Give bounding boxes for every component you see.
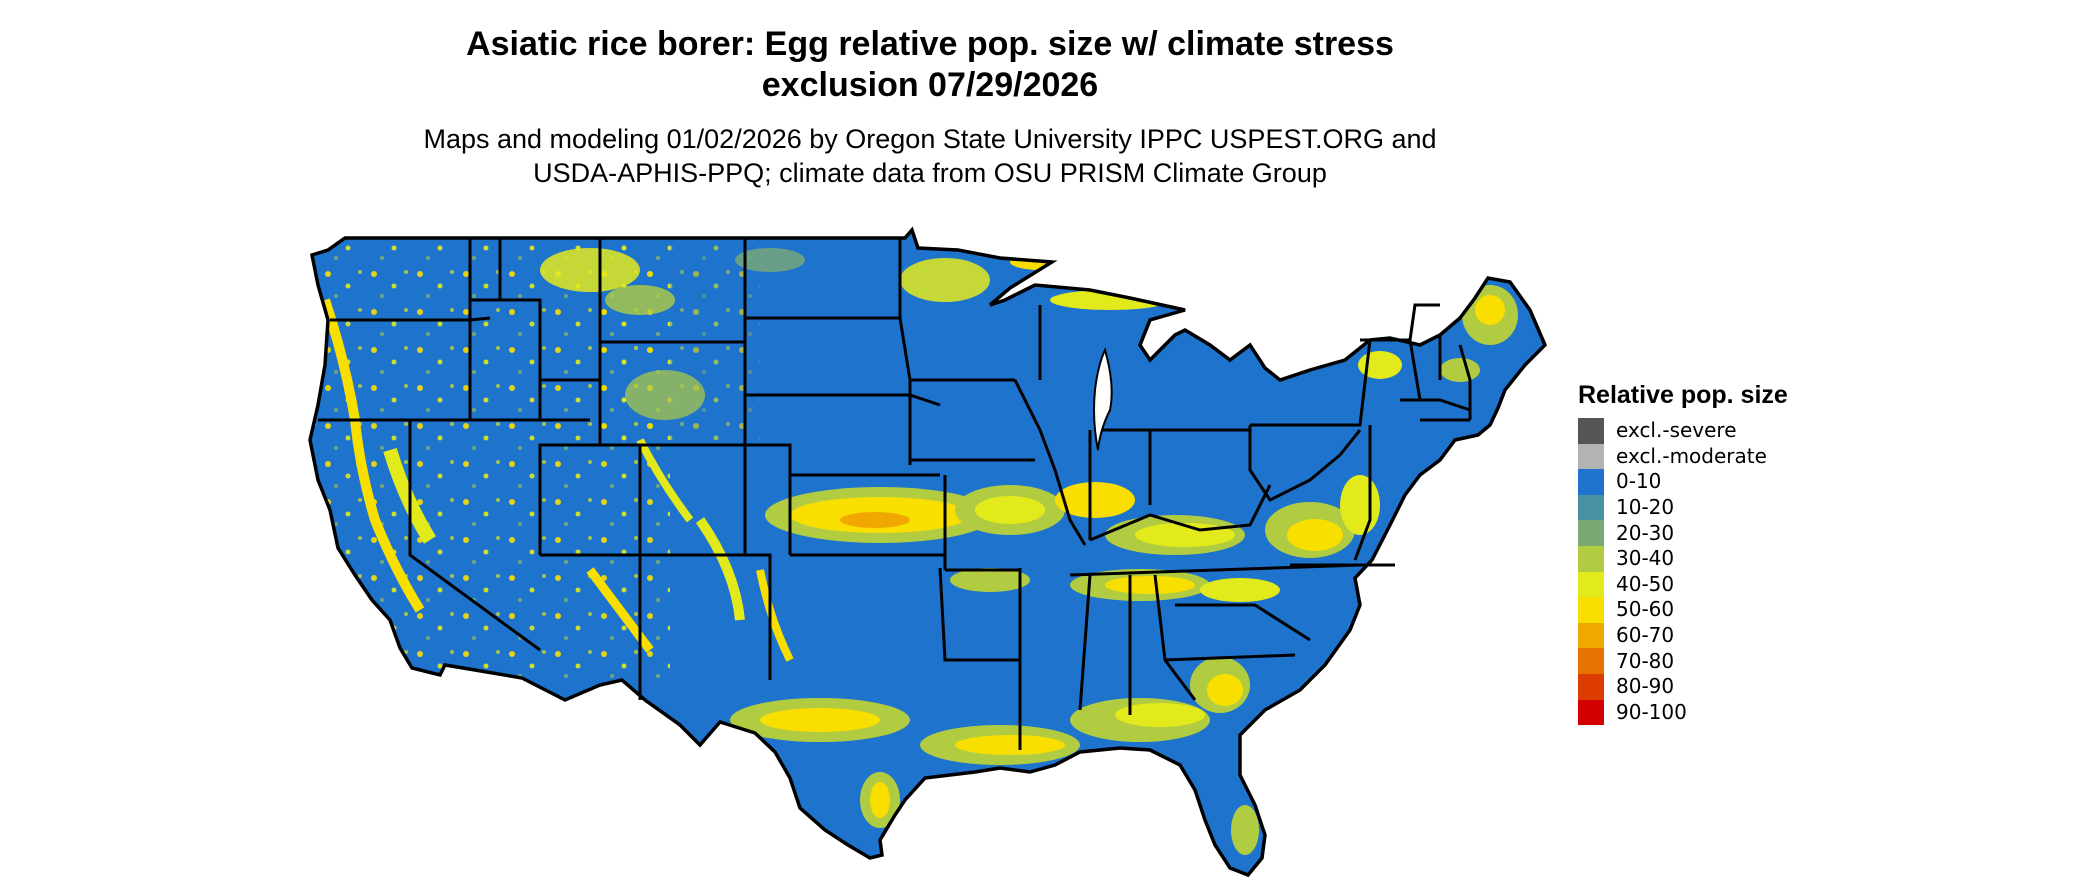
legend-swatch xyxy=(1578,494,1604,521)
legend-swatch xyxy=(1578,673,1604,700)
legend-label: 50-60 xyxy=(1616,597,1675,622)
legend-swatch xyxy=(1578,469,1604,495)
map-legend: Relative pop. size excl.-severe excl.-mod… xyxy=(1578,380,1898,726)
legend-label: 60-70 xyxy=(1616,623,1675,648)
legend-label: excl.-severe xyxy=(1616,418,1737,443)
legend-item: 80-90 xyxy=(1578,673,1898,700)
legend-swatch xyxy=(1578,699,1604,726)
legend-item: 70-80 xyxy=(1578,648,1898,674)
map-subtitle: Maps and modeling 01/02/2026 by Oregon S… xyxy=(340,122,1520,190)
legend-swatch xyxy=(1578,622,1604,649)
legend-label: 40-50 xyxy=(1616,571,1675,596)
legend-label: 20-30 xyxy=(1616,520,1675,545)
legend-label: 90-100 xyxy=(1616,699,1687,724)
legend-item: 0-10 xyxy=(1578,469,1898,495)
legend-label: 10-20 xyxy=(1616,495,1675,520)
legend-item: 90-100 xyxy=(1578,699,1898,726)
great-lakes xyxy=(1093,347,1113,451)
legend-item: excl.-severe xyxy=(1578,418,1898,444)
legend-swatch xyxy=(1578,597,1604,623)
legend-item: 20-30 xyxy=(1578,520,1898,546)
legend-swatch xyxy=(1578,418,1604,444)
title-line-1: Asiatic rice borer: Egg relative pop. si… xyxy=(466,25,1394,63)
legend-item: 30-40 xyxy=(1578,545,1898,572)
subtitle-line-2: USDA-APHIS-PPQ; climate data from OSU PR… xyxy=(533,158,1327,188)
legend-swatch xyxy=(1578,520,1604,546)
title-line-2: exclusion 07/29/2026 xyxy=(761,66,1099,104)
legend-title: Relative pop. size xyxy=(1578,381,1788,409)
legend-label: 0-10 xyxy=(1616,469,1662,494)
legend-item: 10-20 xyxy=(1578,494,1898,521)
legend-label: 70-80 xyxy=(1616,648,1675,673)
legend-swatch xyxy=(1578,443,1604,470)
legend-label: excl.-moderate xyxy=(1616,443,1767,468)
legend-item: 50-60 xyxy=(1578,597,1898,623)
legend-label: 80-90 xyxy=(1616,674,1675,699)
legend-item: 40-50 xyxy=(1578,571,1898,598)
legend-swatch xyxy=(1578,545,1604,572)
state-boundaries xyxy=(308,228,1547,877)
legend-item: 60-70 xyxy=(1578,622,1898,649)
map-title: Asiatic rice borer: Egg relative pop. si… xyxy=(340,24,1520,106)
legend-item: excl.-moderate xyxy=(1578,443,1898,470)
legend-items: excl.-severe excl.-moderate 0-10 10-20 20-30… xyxy=(1578,418,1898,726)
legend-label: 30-40 xyxy=(1616,546,1675,571)
legend-swatch xyxy=(1578,648,1604,674)
subtitle-line-1: Maps and modeling 01/02/2026 by Oregon S… xyxy=(423,124,1437,154)
legend-swatch xyxy=(1578,571,1604,598)
